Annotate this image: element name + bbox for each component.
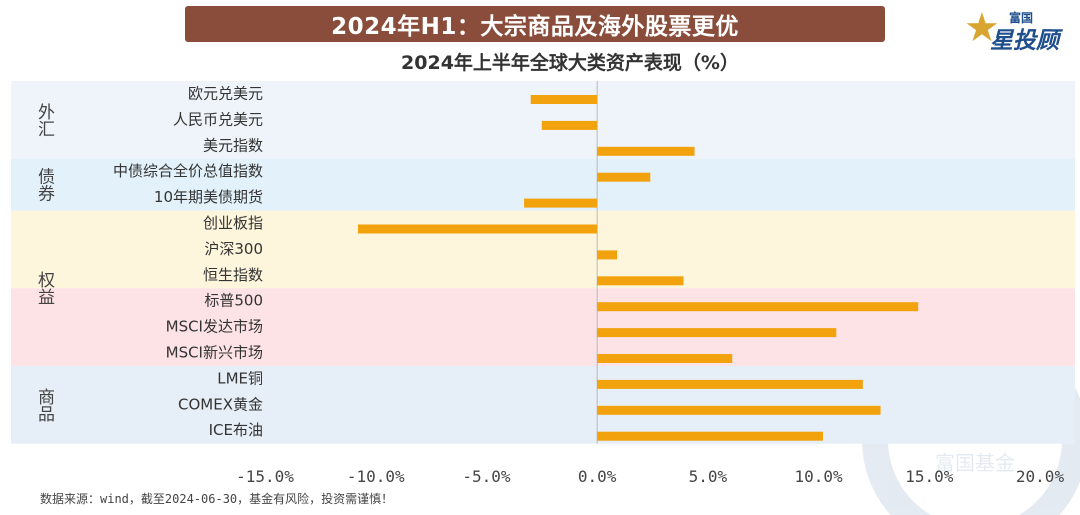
category-label-4: 10年期美债期货: [154, 188, 263, 206]
bar-5: [358, 224, 598, 234]
bar-6: [597, 250, 618, 260]
brand-logo: ★ 富国 星投顾: [962, 5, 1072, 54]
bar-7: [597, 276, 684, 286]
data-source-note: 数据来源：wind，截至2024-06-30，基金有风险，投资需谨慎！: [40, 492, 394, 506]
category-label-9: MSCI发达市场: [166, 318, 263, 336]
watermark-text: 富国基金: [935, 451, 1015, 475]
x-tick-label-1: -10.0%: [347, 467, 405, 486]
x-tick-label-5: 10.0%: [794, 467, 843, 486]
category-label-2: 美元指数: [203, 136, 263, 154]
category-label-1: 人民币兑美元: [173, 110, 263, 128]
bar-3: [597, 172, 651, 182]
bar-0: [530, 95, 598, 104]
x-tick-label-7: 20.0%: [1016, 467, 1065, 486]
bar-8: [597, 302, 919, 312]
group-label-2: 权益: [34, 271, 55, 305]
group-band-4: [11, 365, 1075, 444]
bar-13: [597, 431, 823, 441]
bar-4: [524, 198, 598, 208]
chart-banner-title: 2024年H1：大宗商品及海外股票更优: [185, 6, 885, 42]
group-label-4: 商品: [34, 388, 54, 422]
category-label-13: ICE布油: [209, 421, 263, 439]
bar-11: [597, 379, 863, 389]
group-band-2: [11, 210, 1075, 289]
x-tick-label-4: 5.0%: [689, 467, 728, 486]
group-band-3: [11, 288, 1075, 366]
category-label-8: 标普500: [204, 292, 263, 310]
bar-2: [597, 146, 695, 156]
x-tick-label-0: -15.0%: [236, 467, 294, 486]
category-label-3: 中债综合全价总值指数: [113, 162, 263, 180]
star-icon: ★: [964, 5, 1000, 51]
category-label-6: 沪深300: [204, 240, 263, 258]
category-label-0: 欧元兑美元: [188, 85, 263, 103]
category-label-5: 创业板指: [203, 214, 263, 232]
logo-big-text: 星投顾: [990, 28, 1059, 54]
bar-9: [597, 328, 837, 338]
category-label-10: MSCI新兴市场: [166, 344, 263, 362]
category-label-11: LME铜: [217, 369, 263, 387]
x-tick-label-6: 15.0%: [905, 467, 954, 486]
logo-small-text: 富国: [1009, 11, 1034, 25]
x-tick-label-2: -5.0%: [462, 467, 511, 486]
category-label-7: 恒生指数: [203, 266, 263, 284]
x-tick-label-3: 0.0%: [578, 467, 617, 486]
bar-10: [597, 354, 733, 363]
group-label-0: 外汇: [34, 103, 55, 137]
chart-title: 2024年上半年全球大类资产表现（%）: [401, 52, 739, 74]
group-band-0: [11, 81, 1075, 159]
bar-1: [541, 120, 598, 130]
bar-12: [597, 405, 881, 415]
group-label-1: 债券: [34, 168, 55, 202]
category-label-12: COMEX黄金: [178, 395, 263, 413]
